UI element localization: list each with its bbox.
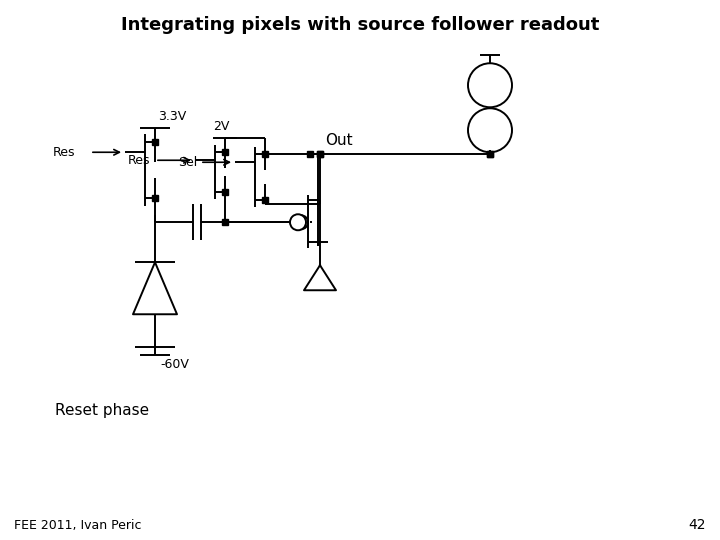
Text: Res: Res bbox=[127, 154, 150, 167]
Circle shape bbox=[294, 215, 308, 230]
Text: 42: 42 bbox=[688, 518, 706, 532]
Text: 2V: 2V bbox=[213, 120, 230, 133]
Text: Integrating pixels with source follower readout: Integrating pixels with source follower … bbox=[121, 16, 599, 34]
Text: 3.3V: 3.3V bbox=[158, 110, 186, 123]
Text: Out: Out bbox=[325, 133, 353, 148]
Text: Reset phase: Reset phase bbox=[55, 403, 149, 418]
Circle shape bbox=[290, 214, 306, 230]
Text: Sel: Sel bbox=[178, 156, 197, 169]
Text: FEE 2011, Ivan Peric: FEE 2011, Ivan Peric bbox=[14, 518, 142, 532]
Text: Res: Res bbox=[53, 146, 75, 159]
Text: -60V: -60V bbox=[160, 358, 189, 372]
